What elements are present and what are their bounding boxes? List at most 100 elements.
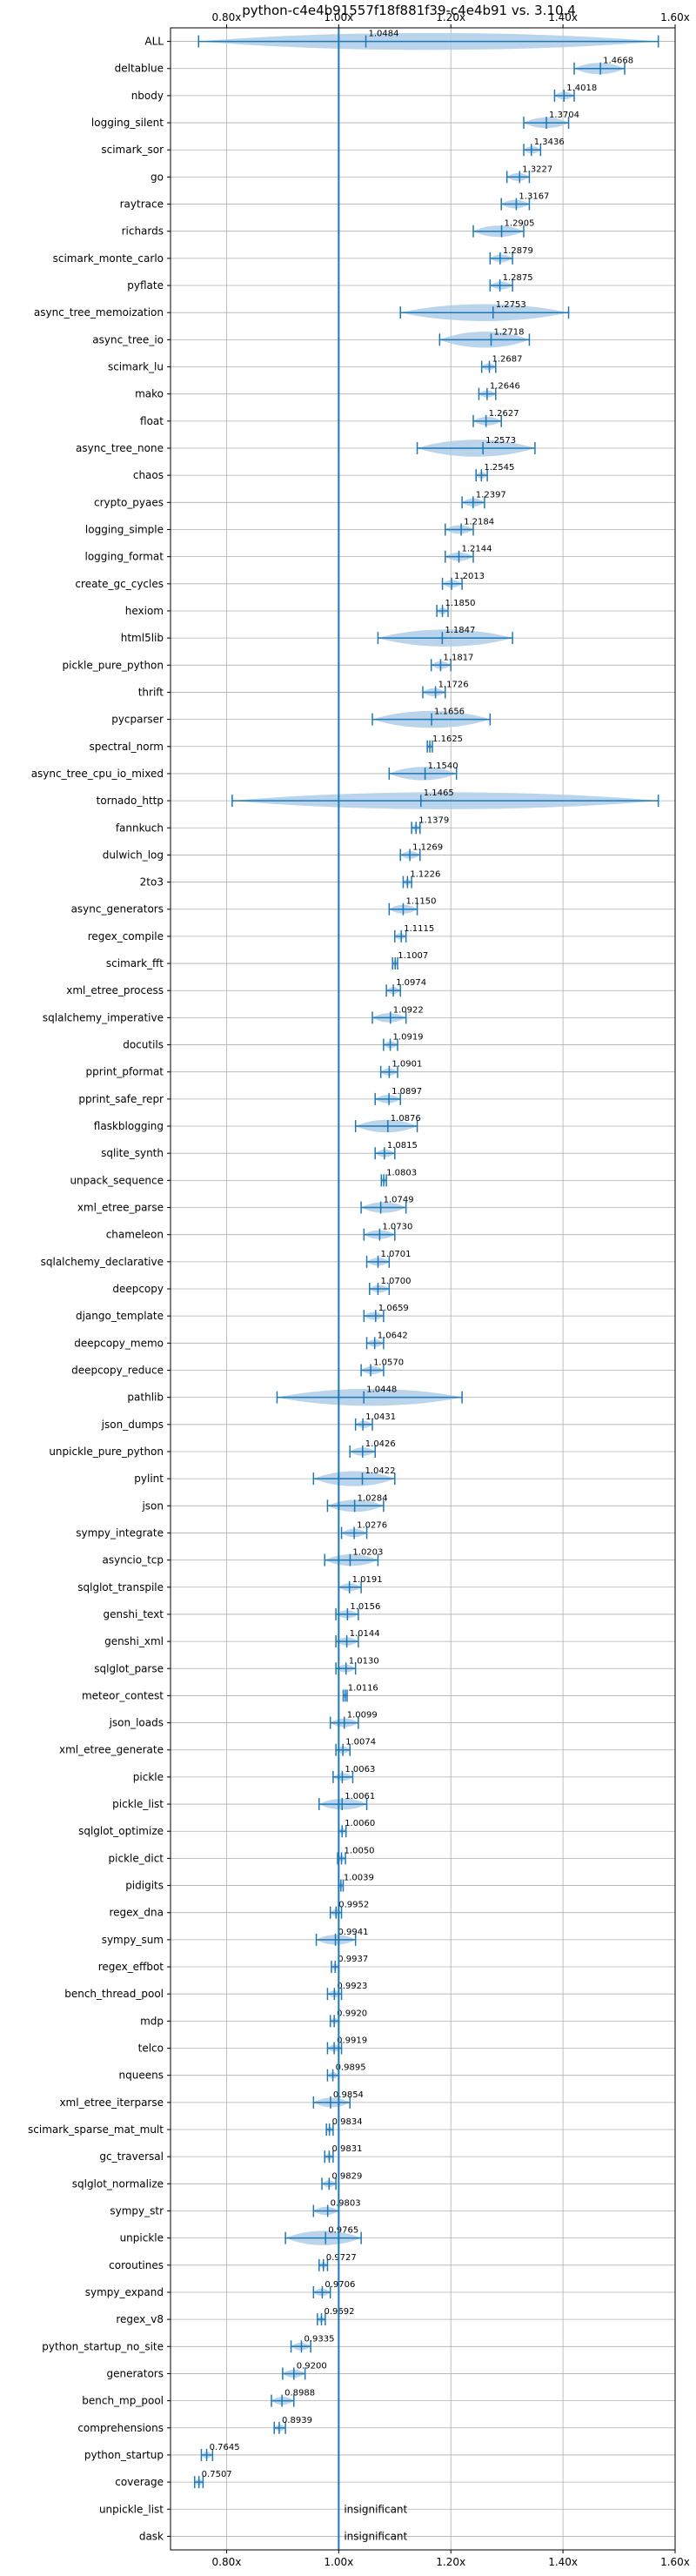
y-tick-label-create-gc-cycles: create_gc_cycles xyxy=(75,578,164,590)
value-label-pprint-safe-repr: 1.0897 xyxy=(392,1087,422,1097)
value-label-sympy-sum: 0.9941 xyxy=(338,1928,369,1937)
y-tick-label-sqlalchemy-declarative: sqlalchemy_declarative xyxy=(41,1256,164,1268)
y-tick-label-pickle: pickle xyxy=(133,1771,164,1783)
y-tick-label-scimark-monte-carlo: scimark_monte_carlo xyxy=(53,252,164,265)
x-tick-label-top: 1.20x xyxy=(436,11,465,23)
y-tick-label-gc-traversal: gc_traversal xyxy=(99,2150,164,2163)
y-tick-label-mdp: mdp xyxy=(140,2015,164,2027)
value-label-genshi-text: 1.0156 xyxy=(350,1602,380,1612)
value-label-pylint: 1.0422 xyxy=(365,1466,396,1476)
value-label-xml-etree-generate: 1.0074 xyxy=(345,1738,376,1748)
value-label-thrift: 1.1726 xyxy=(438,680,469,689)
plot-frame xyxy=(170,27,676,2551)
y-tick-label-async-generators: async_generators xyxy=(71,903,164,916)
value-label-raytrace: 1.3167 xyxy=(519,192,549,202)
y-tick-label-pycparser: pycparser xyxy=(111,714,164,726)
value-label-sympy-str: 0.9803 xyxy=(331,2198,361,2208)
value-label-sqlite-synth: 1.0815 xyxy=(387,1141,418,1150)
y-tick-label-sqlglot-normalize: sqlglot_normalize xyxy=(72,2177,164,2190)
value-label-scimark-monte-carlo: 1.2879 xyxy=(503,246,533,256)
value-label-gc-traversal: 0.9831 xyxy=(331,2144,362,2154)
value-label-pickle-dict: 1.0050 xyxy=(345,1846,375,1855)
y-tick-label-flaskblogging: flaskblogging xyxy=(94,1120,164,1132)
y-axis-labels: ALL deltablue nbody logging_silent scimark_s… xyxy=(28,36,171,2542)
y-tick-label-regex-dna: regex_dna xyxy=(109,1907,164,1919)
value-label-async-generators: 1.1150 xyxy=(405,897,436,907)
value-label-2to3: 1.1226 xyxy=(410,870,440,880)
value-label-comprehensions: 0.8939 xyxy=(282,2416,312,2425)
value-label-django-template: 1.0659 xyxy=(378,1304,409,1313)
value-label-python-startup: 0.7645 xyxy=(210,2443,240,2452)
x-tick-label-top: 1.40x xyxy=(548,11,578,23)
y-tick-label-raytrace: raytrace xyxy=(120,198,164,211)
y-tick-label-comprehensions: comprehensions xyxy=(77,2422,164,2434)
y-tick-label-float: float xyxy=(140,415,164,427)
value-label-nqueens: 0.9895 xyxy=(336,2063,366,2073)
y-tick-label-unpack-sequence: unpack_sequence xyxy=(70,1174,164,1186)
value-label-coroutines: 0.9727 xyxy=(326,2253,357,2263)
y-tick-label-sympy-expand: sympy_expand xyxy=(85,2286,164,2298)
violin-series: 1.0484 1.4668 1.4018 1.3704 1.3436 1.3227 1.31… xyxy=(193,28,659,2550)
y-tick-label-sqlite-synth: sqlite_synth xyxy=(101,1147,164,1159)
y-tick-label-regex-effbot: regex_effbot xyxy=(98,1961,164,1973)
y-tick-label-pickle-pure-python: pickle_pure_python xyxy=(63,659,164,671)
y-tick-label-asyncio-tcp: asyncio_tcp xyxy=(102,1554,164,1566)
value-label-python-startup-no-site: 0.9335 xyxy=(304,2334,334,2344)
value-label-logging-simple: 1.2184 xyxy=(464,517,494,527)
value-label-sqlglot-normalize: 0.9829 xyxy=(331,2171,362,2181)
y-tick-label-python-startup-no-site: python_startup_no_site xyxy=(42,2340,164,2352)
value-label-html5lib: 1.1847 xyxy=(445,626,475,635)
x-tick-label-bottom: 1.20x xyxy=(436,2556,465,2568)
y-tick-label-async-tree-memoization: async_tree_memoization xyxy=(34,306,164,319)
value-label-json: 1.0284 xyxy=(358,1493,388,1503)
y-tick-label-scimark-sor: scimark_sor xyxy=(101,144,164,156)
value-label-sqlalchemy-declarative: 1.0701 xyxy=(381,1250,412,1259)
value-label-regex-effbot: 0.9937 xyxy=(338,1955,368,1964)
insignificant-label-dask: insignificant xyxy=(344,2530,407,2542)
y-tick-label-json-dumps: json_dumps xyxy=(101,1419,164,1431)
value-label-pidigits: 1.0039 xyxy=(344,1874,374,1883)
x-tick-label-bottom: 0.80x xyxy=(212,2556,242,2568)
y-tick-label-bench-thread-pool: bench_thread_pool xyxy=(64,1988,164,2000)
value-label-deepcopy-reduce: 1.0570 xyxy=(373,1358,404,1367)
value-label-async-tree-memoization: 1.2753 xyxy=(496,300,526,310)
value-label-pathlib: 1.0448 xyxy=(366,1385,397,1395)
value-label-docutils: 1.0919 xyxy=(393,1033,424,1043)
y-tick-label-pprint-pformat: pprint_pformat xyxy=(86,1066,164,1078)
y-tick-label-pickle-list: pickle_list xyxy=(112,1798,164,1810)
value-label-bench-mp-pool: 0.8988 xyxy=(284,2389,315,2398)
value-label-deepcopy-memo: 1.0642 xyxy=(378,1331,408,1340)
insignificant-label-unpickle-list: insignificant xyxy=(344,2503,407,2515)
y-tick-label-pathlib: pathlib xyxy=(127,1392,164,1404)
y-tick-label-pylint: pylint xyxy=(134,1472,164,1485)
value-label-json-dumps: 1.0431 xyxy=(365,1412,396,1422)
y-tick-label-regex-compile: regex_compile xyxy=(88,930,164,943)
value-label-fannkuch: 1.1379 xyxy=(418,815,449,825)
value-label-flaskblogging: 1.0876 xyxy=(391,1114,421,1124)
value-label-generators: 0.9200 xyxy=(297,2361,327,2371)
y-tick-label-spectral-norm: spectral_norm xyxy=(89,741,164,753)
y-tick-label-nbody: nbody xyxy=(131,90,164,102)
value-label-async-tree-cpu-io-mixed: 1.1540 xyxy=(428,761,458,771)
y-tick-label-pickle-dict: pickle_dict xyxy=(109,1852,164,1864)
y-tick-label-deepcopy: deepcopy xyxy=(112,1283,164,1295)
y-tick-label-dulwich-log: dulwich_log xyxy=(103,849,164,861)
value-label-async-tree-io: 1.2718 xyxy=(493,327,524,337)
value-label-meteor-contest: 1.0116 xyxy=(348,1683,378,1693)
value-label-deepcopy: 1.0700 xyxy=(380,1277,411,1286)
value-label-unpack-sequence: 1.0803 xyxy=(386,1168,417,1177)
y-tick-label-hexiom: hexiom xyxy=(125,605,164,617)
y-tick-label-scimark-fft: scimark_fft xyxy=(106,957,164,969)
y-tick-label-dask: dask xyxy=(139,2530,164,2542)
value-label-unpickle-pure-python: 1.0426 xyxy=(365,1439,396,1449)
y-tick-label-unpickle-list: unpickle_list xyxy=(99,2503,164,2515)
y-tick-label-unpickle: unpickle xyxy=(120,2232,164,2244)
x-tick-label-bottom: 1.00x xyxy=(324,2556,353,2568)
y-tick-label-sqlalchemy-imperative: sqlalchemy_imperative xyxy=(43,1011,164,1023)
x-tick-label-bottom: 1.60x xyxy=(660,2556,690,2568)
value-label-sqlglot-transpile: 1.0191 xyxy=(352,1575,383,1585)
y-tick-label-html5lib: html5lib xyxy=(121,632,164,644)
y-tick-label-telco: telco xyxy=(138,2043,164,2055)
y-tick-label-sqlglot-optimize: sqlglot_optimize xyxy=(78,1825,164,1837)
y-tick-label-meteor-contest: meteor_contest xyxy=(82,1689,164,1701)
